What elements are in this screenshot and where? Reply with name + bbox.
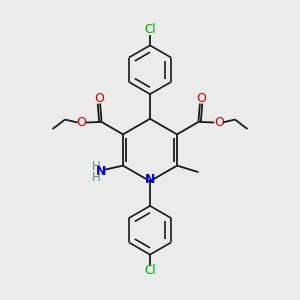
- Text: H: H: [92, 160, 100, 173]
- Text: O: O: [94, 92, 104, 105]
- Text: Cl: Cl: [144, 264, 156, 277]
- Text: O: O: [196, 92, 206, 105]
- Text: N: N: [95, 165, 106, 178]
- Text: N: N: [145, 173, 155, 186]
- Text: O: O: [76, 116, 86, 129]
- Text: Cl: Cl: [144, 23, 156, 36]
- Text: O: O: [214, 116, 224, 129]
- Text: H: H: [92, 171, 100, 184]
